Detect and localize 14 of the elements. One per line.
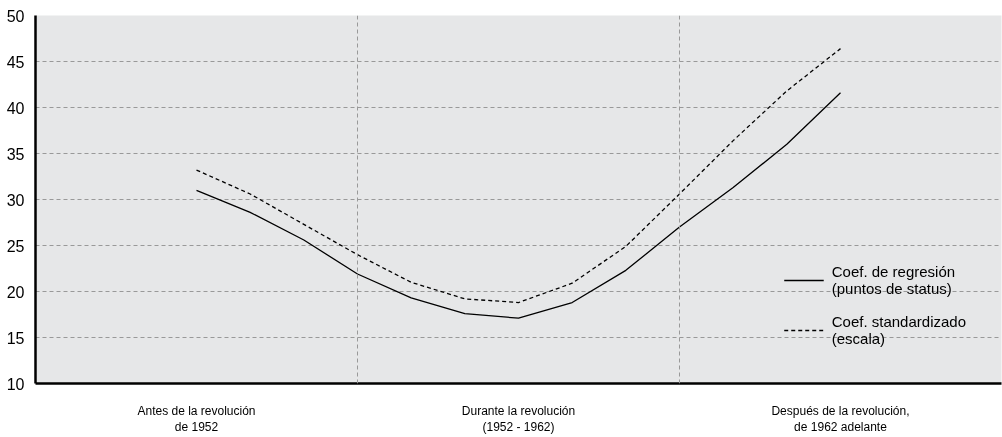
y-tick-label: 40 — [6, 99, 25, 117]
y-tick-label: 10 — [6, 375, 25, 393]
y-tick-label: 50 — [6, 7, 25, 25]
legend-label: Coef. de regresión (puntos de status) — [831, 262, 956, 298]
y-tick-label: 15 — [6, 329, 25, 347]
legend-label: Coef. standardizado (escala) — [831, 312, 966, 348]
x-tick-label: Después de la revolución, de 1962 adelante — [771, 403, 910, 435]
y-tick-label: 30 — [6, 191, 25, 209]
y-tick-label: 45 — [6, 53, 25, 71]
y-tick-label: 20 — [6, 283, 25, 301]
x-tick-label: Antes de la revolución de 1952 — [137, 403, 256, 435]
x-tick-label: Durante la revolución (1952 - 1962) — [461, 403, 576, 435]
y-tick-label: 35 — [6, 145, 25, 163]
y-tick-label: 25 — [6, 237, 25, 255]
